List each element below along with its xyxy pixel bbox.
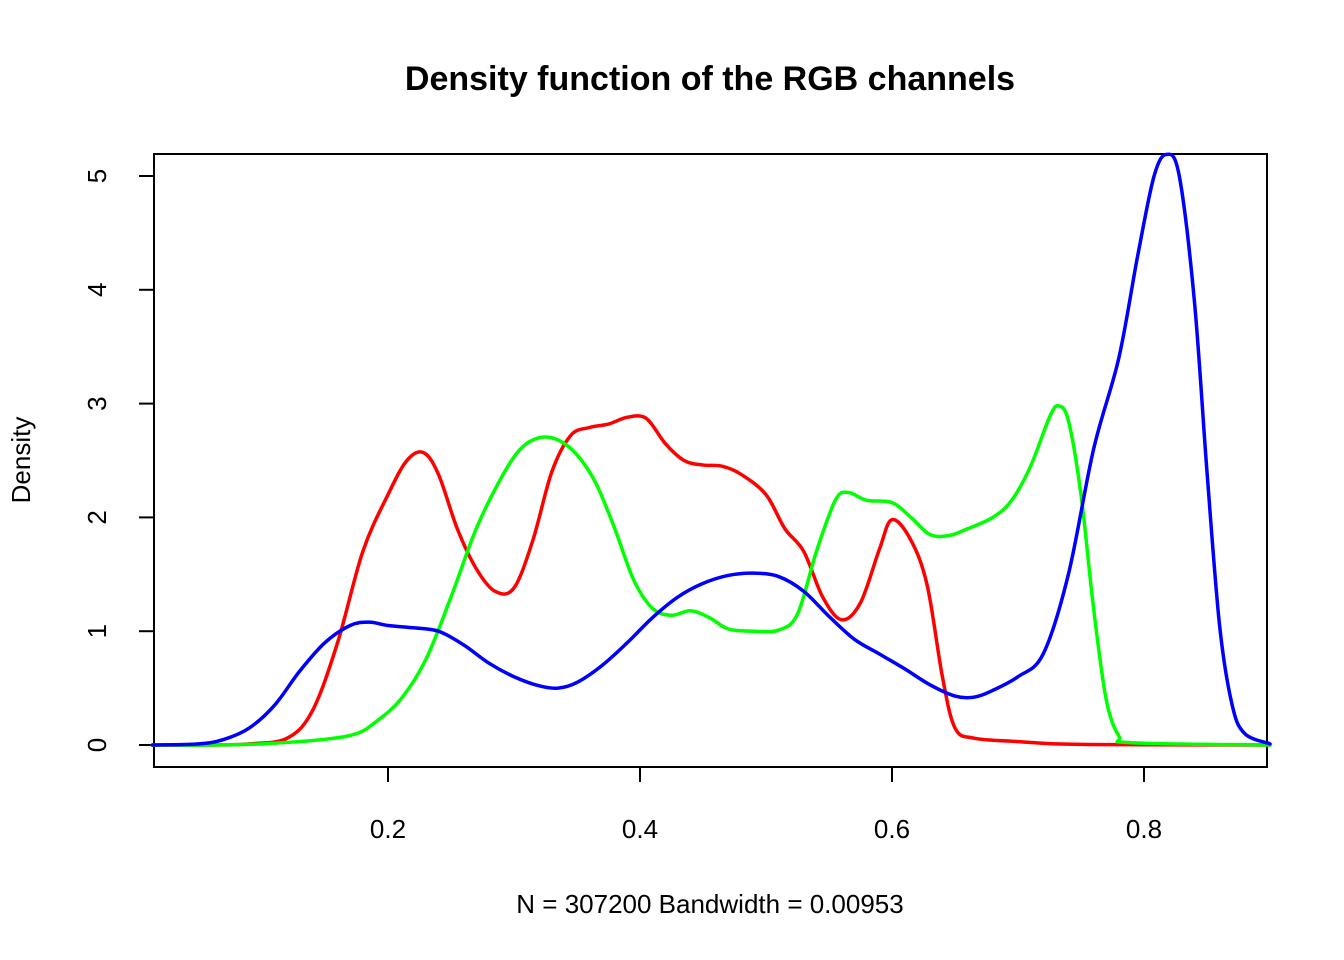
x-tick-label: 0.8 [1126,814,1162,844]
y-tick-label: 0 [82,738,112,752]
y-tick-label: 1 [82,624,112,638]
x-tick-label: 0.6 [874,814,910,844]
x-tick-label: 0.2 [370,814,406,844]
density-curve-2 [150,404,1272,747]
y-tick-label: 5 [82,169,112,183]
chart-title: Density function of the RGB channels [405,60,1015,98]
density-curves [150,152,1272,747]
y-tick-label: 3 [82,396,112,410]
y-axis: 0 1 2 3 4 5 [82,169,155,752]
plot-frame [153,153,1268,768]
density-curve-1 [150,414,1272,747]
y-tick-label: 4 [82,283,112,297]
y-axis-label: Density [6,417,36,504]
x-tick-label: 0.4 [622,814,658,844]
x-axis-label: N = 307200 Bandwidth = 0.00953 [516,889,903,919]
x-axis: 0.2 0.4 0.6 0.8 [370,766,1162,844]
y-tick-label: 2 [82,510,112,524]
density-curve-3 [150,152,1272,747]
